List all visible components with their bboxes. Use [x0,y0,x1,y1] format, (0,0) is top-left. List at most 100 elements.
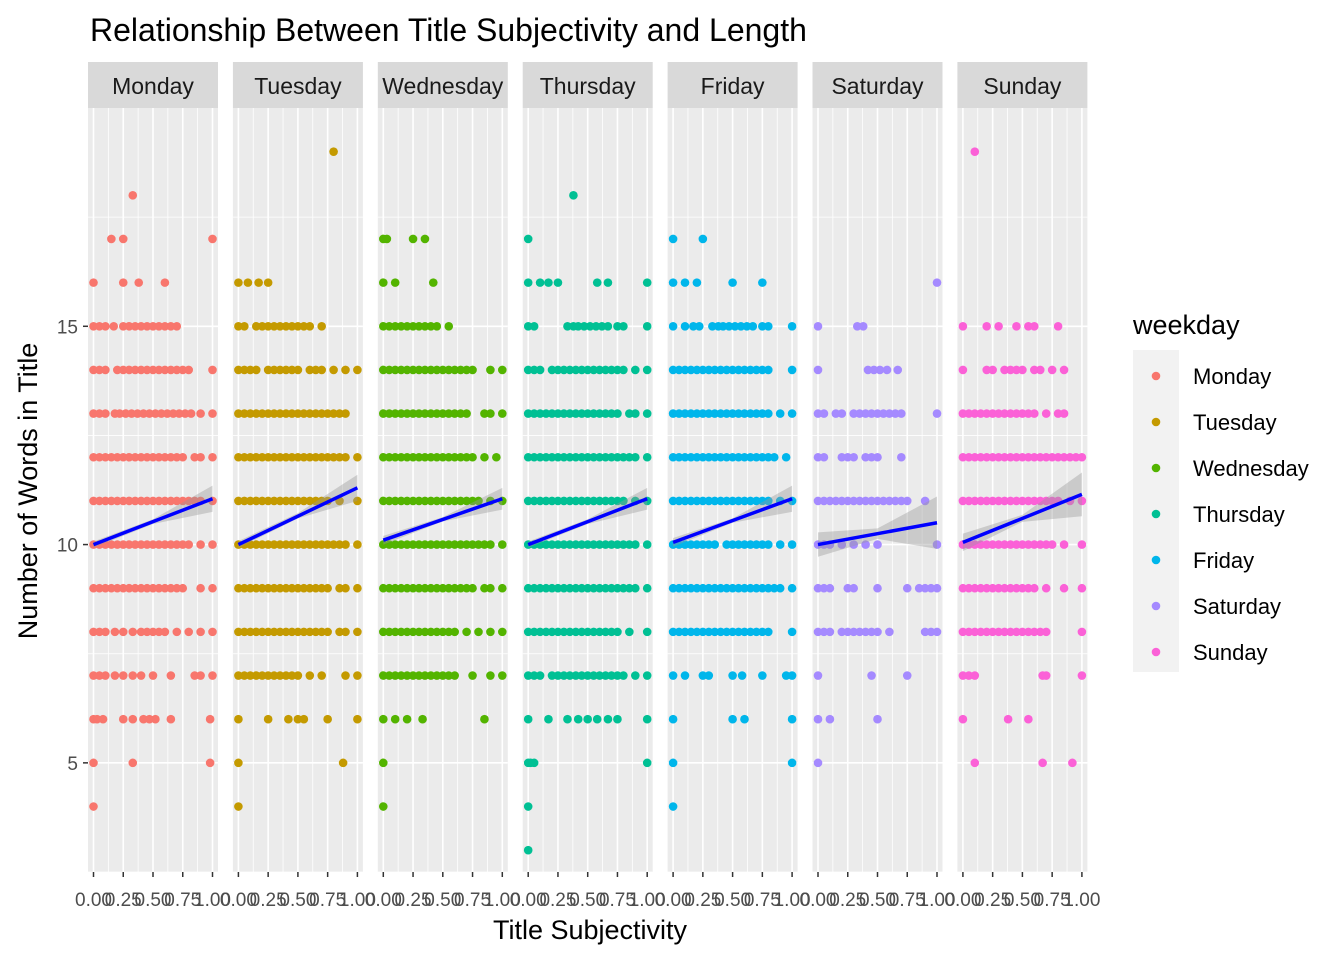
legend-title: weekday [1132,310,1240,340]
data-point [1018,496,1027,506]
data-point [462,365,471,375]
data-point [613,409,622,418]
data-point [246,496,255,506]
data-point [311,540,321,549]
data-point [1041,452,1051,462]
data-point [118,321,128,331]
data-point [263,278,273,287]
data-point [607,452,616,462]
data-point [234,758,243,768]
data-point [486,627,495,637]
data-point [529,321,539,331]
data-point [819,583,829,593]
data-point [1006,583,1015,593]
data-point [577,671,587,680]
data-point [257,583,267,593]
data-point [595,671,604,680]
data-point [577,540,587,549]
data-point [958,365,968,375]
data-point [752,452,761,462]
data-point [698,365,708,375]
data-point [269,583,279,593]
data-point [379,365,388,375]
data-point [420,627,430,637]
facet-strip-label: Friday [701,73,765,99]
data-point [686,452,696,462]
data-point [402,409,412,418]
data-point [323,627,332,637]
data-point [698,452,708,462]
data-point [396,671,406,680]
data-point [162,409,172,418]
data-point [95,409,104,418]
data-point [341,365,350,375]
data-point [1077,452,1087,462]
facet-strip-label: Wednesday [382,73,504,99]
data-point [196,540,205,549]
data-point [118,540,128,549]
data-point [257,540,267,549]
data-point [172,540,182,549]
data-point [317,321,327,331]
data-point [589,671,598,680]
data-point [970,671,980,680]
data-point [758,321,767,331]
data-point [787,671,797,680]
data-point [432,627,442,637]
panel-saturday: Saturday 0.000.250.500.751.00 [800,62,955,911]
data-point [145,409,154,418]
data-point [529,365,539,375]
data-point [1000,365,1009,375]
data-point [885,409,894,418]
data-point [240,321,249,331]
data-point [474,627,483,637]
data-point [1077,540,1087,549]
data-point [148,321,158,331]
data-point [849,496,858,506]
data-point [613,583,622,593]
data-point [970,627,980,637]
data-point [498,409,507,418]
data-point [1018,627,1027,637]
data-point [523,278,533,287]
data-point [849,583,858,593]
data-point [174,409,184,418]
data-point [151,409,160,418]
data-point [128,758,138,768]
data-point [402,583,412,593]
data-point [680,278,690,287]
data-point [113,452,122,462]
panel-wednesday: Wednesday 0.000.250.500.751.00 [365,62,521,911]
data-point [601,671,610,680]
data-point [563,321,572,331]
data-point [234,496,243,506]
data-point [559,671,569,680]
data-point [444,627,454,637]
data-point [408,234,418,244]
data-point [642,758,652,768]
data-point [686,540,696,549]
data-point [569,191,578,200]
data-point [178,452,188,462]
data-point [402,540,412,549]
data-point [444,496,454,506]
data-point [722,627,731,637]
data-point [95,496,104,506]
legend-label: Sunday [1193,640,1268,665]
data-point [668,496,678,506]
x-tick-label: 0.50 [1004,890,1041,911]
data-point [379,627,388,637]
data-point [764,365,773,375]
data-point [813,496,823,506]
data-point [577,409,587,418]
data-point [523,714,533,724]
data-point [571,671,581,680]
data-point [787,758,797,768]
data-point [142,496,152,506]
data-point [109,321,119,331]
data-point [553,671,563,680]
data-point [130,452,140,462]
data-point [813,583,823,593]
data-point [668,802,678,811]
data-point [208,234,217,244]
